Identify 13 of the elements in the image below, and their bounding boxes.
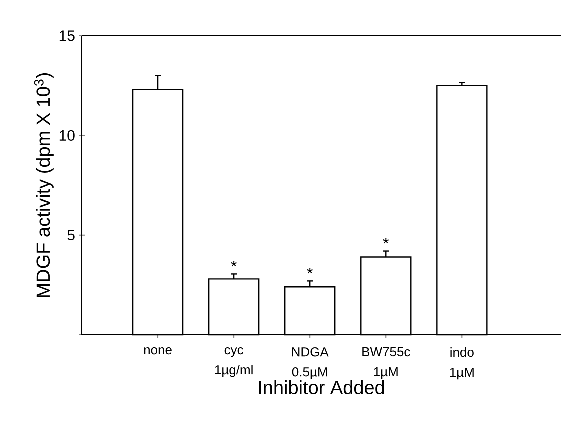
x-tick-label: NDGA 0.5µM [292,348,329,380]
x-tick-label: BW755c 1µM [362,348,410,380]
y-tick-label: 10 [60,130,75,141]
annotation: * [307,268,313,274]
x-tick-label: none [144,348,172,355]
y-axis-title: MDGF activity (dpm X 10$^{3}$) [34,73,54,298]
annotation: * [383,238,389,244]
y-tick-label: 15 [60,30,75,42]
annotation: * [231,260,237,267]
x-tick-label: indo 1µM [450,348,474,380]
x-axis-title: Inhibitor Added [259,380,384,394]
y-tick-label: 5 [68,230,75,241]
x-tick-label: cyc 1µg/ml [215,348,253,378]
